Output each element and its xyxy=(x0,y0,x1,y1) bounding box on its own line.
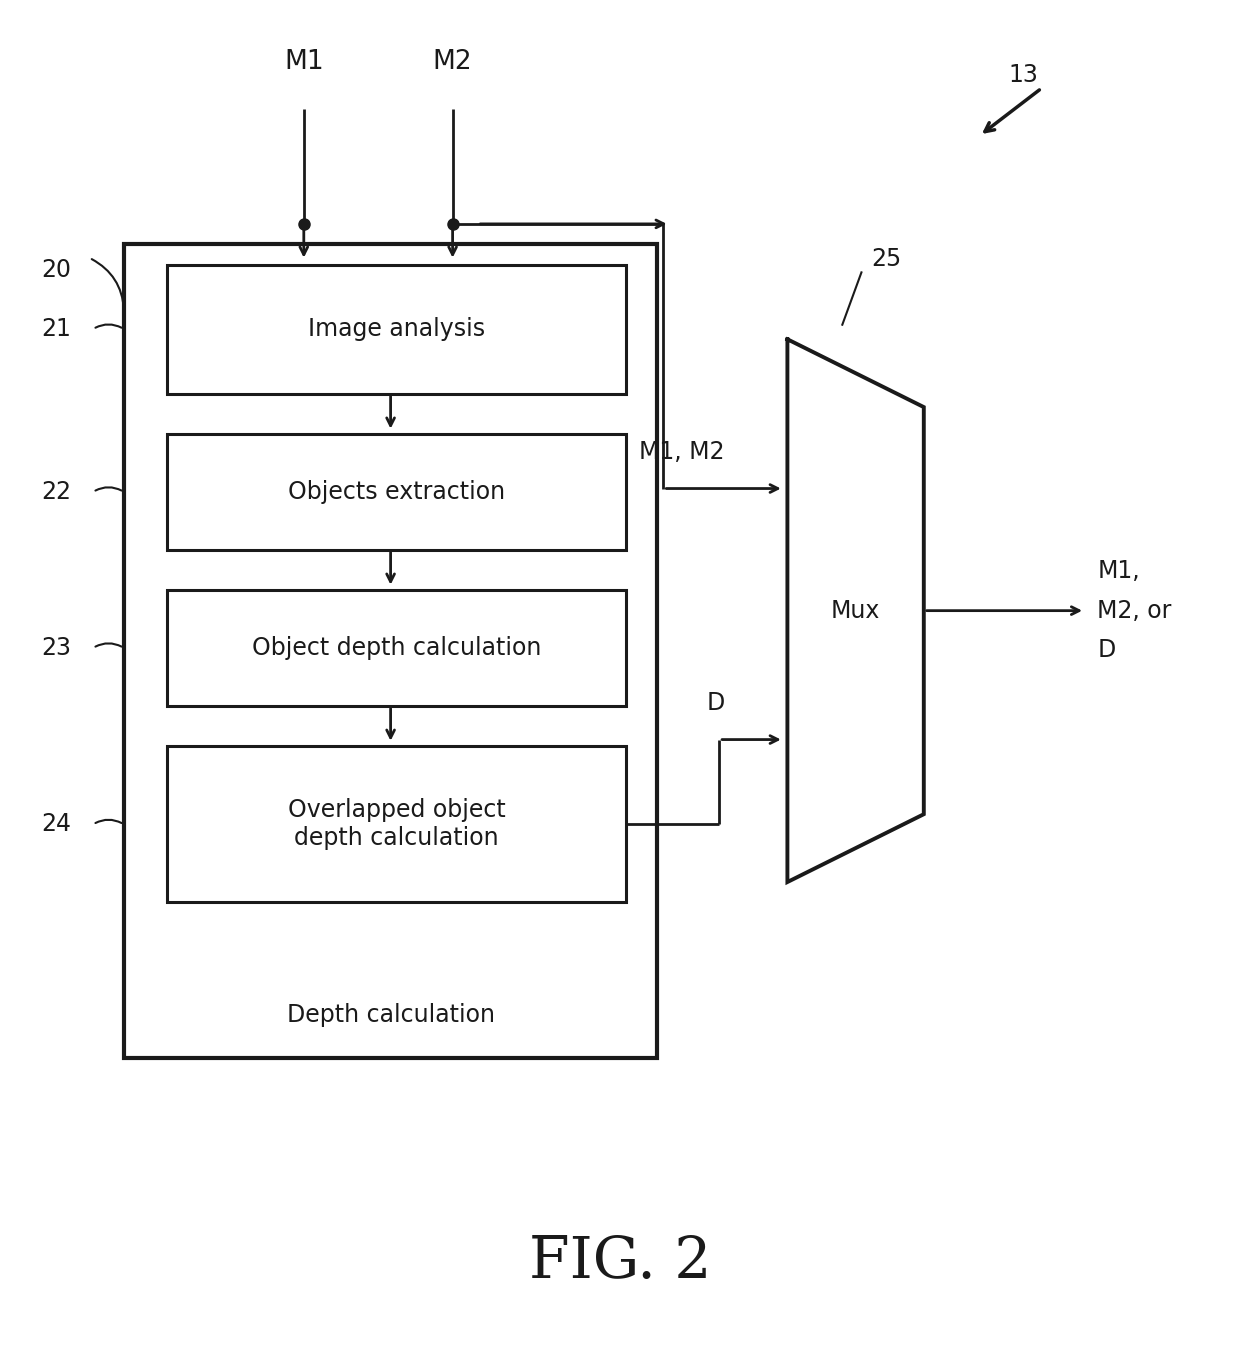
Text: 24: 24 xyxy=(41,813,71,836)
Text: 25: 25 xyxy=(872,247,901,271)
Text: 13: 13 xyxy=(1008,62,1038,87)
Text: M1,
M2, or
D: M1, M2, or D xyxy=(1097,559,1172,662)
FancyBboxPatch shape xyxy=(167,434,626,550)
Text: 23: 23 xyxy=(41,636,71,660)
Text: M1, M2: M1, M2 xyxy=(639,440,724,464)
Text: Object depth calculation: Object depth calculation xyxy=(252,636,542,660)
Text: D: D xyxy=(707,691,725,715)
Text: Depth calculation: Depth calculation xyxy=(286,1003,495,1027)
Text: FIG. 2: FIG. 2 xyxy=(528,1234,712,1291)
Text: Mux: Mux xyxy=(831,598,880,623)
Text: Image analysis: Image analysis xyxy=(309,318,485,341)
Text: 22: 22 xyxy=(41,480,71,503)
FancyBboxPatch shape xyxy=(167,590,626,706)
Text: Overlapped object
depth calculation: Overlapped object depth calculation xyxy=(288,798,506,851)
FancyBboxPatch shape xyxy=(124,244,657,1058)
Text: Objects extraction: Objects extraction xyxy=(288,480,506,503)
Text: 21: 21 xyxy=(41,318,71,341)
FancyBboxPatch shape xyxy=(167,265,626,394)
Text: M2: M2 xyxy=(433,49,472,75)
Text: 20: 20 xyxy=(41,258,71,282)
Text: M1: M1 xyxy=(284,49,324,75)
Polygon shape xyxy=(787,339,924,882)
FancyBboxPatch shape xyxy=(167,746,626,902)
